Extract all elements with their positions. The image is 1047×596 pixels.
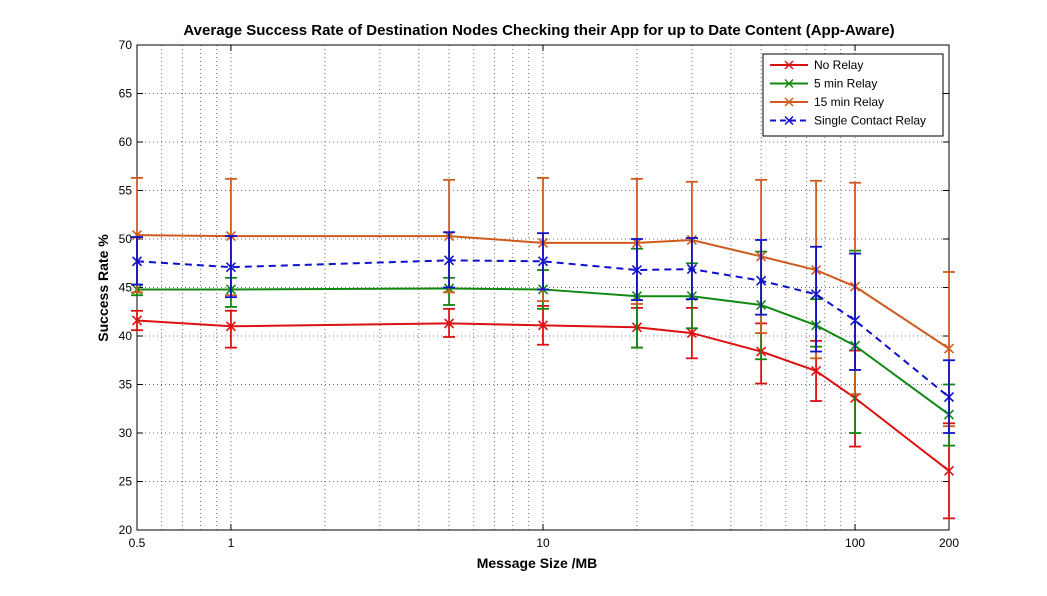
y-tick-label: 65 — [119, 87, 133, 101]
series-no-relay — [131, 305, 955, 520]
legend-label: Single Contact Relay — [814, 114, 926, 128]
point-marker-stroke — [443, 318, 455, 329]
legend: No Relay 5 min Relay 15 min Relay Single Co… — [762, 53, 944, 137]
point-marker-stroke — [131, 315, 143, 326]
y-tick-label: 45 — [119, 281, 133, 295]
y-tick-label: 70 — [119, 38, 133, 52]
y-tick-label: 20 — [119, 523, 133, 537]
data-point — [537, 256, 549, 267]
data-point — [131, 256, 143, 267]
series-line — [136, 259, 950, 398]
point-marker-stroke — [811, 289, 822, 300]
legend-label: No Relay — [814, 58, 863, 72]
point-marker-stroke — [849, 315, 861, 326]
series-line — [136, 319, 950, 472]
point-marker-stroke — [943, 465, 955, 476]
x-tick-label: 10 — [536, 536, 550, 550]
series-line — [137, 287, 950, 416]
x-tick-label: 200 — [939, 536, 959, 550]
x-tick-label: 100 — [845, 536, 865, 550]
data-point — [811, 365, 822, 376]
legend-label: 5 min Relay — [814, 77, 877, 91]
x-axis-label: Message Size /MB — [477, 555, 598, 571]
series-layer — [131, 176, 955, 520]
legend-label: 15 min Relay — [814, 95, 884, 109]
point-marker-stroke — [225, 262, 237, 273]
data-point — [131, 315, 143, 326]
legend-swatch-marker — [784, 115, 794, 126]
axis-ticks: 0.5 1 10 100 200 20 25 30 35 40 45 50 55 60 65 70 — [119, 38, 960, 550]
point-marker-stroke — [537, 256, 549, 267]
point-marker-stroke — [943, 392, 955, 403]
data-point — [225, 321, 237, 332]
point-marker-stroke — [131, 256, 143, 267]
point-marker-stroke — [443, 255, 455, 266]
data-point — [943, 465, 955, 476]
data-point — [443, 318, 455, 329]
data-point — [811, 289, 822, 300]
y-tick-label: 40 — [119, 329, 133, 343]
point-marker-stroke — [131, 230, 143, 241]
legend-box — [762, 53, 944, 137]
chart-title: Average Success Rate of Destination Node… — [183, 22, 894, 39]
data-point — [756, 275, 767, 286]
series-single-contact-relay — [131, 231, 955, 434]
data-point — [849, 315, 861, 326]
data-point — [225, 262, 237, 273]
data-point — [131, 230, 143, 241]
data-point — [943, 392, 955, 403]
data-point — [537, 320, 549, 331]
point-marker-stroke — [537, 320, 549, 331]
y-axis-label: Success Rate % — [95, 234, 111, 342]
legend-swatch-marker — [784, 97, 794, 107]
point-marker-stroke — [686, 328, 697, 339]
point-marker-stroke — [756, 275, 767, 286]
data-point — [686, 264, 697, 275]
legend-swatch-marker — [784, 60, 794, 70]
y-tick-label: 60 — [119, 135, 133, 149]
point-marker-stroke — [686, 264, 697, 275]
data-point — [943, 343, 955, 354]
point-marker-stroke — [225, 321, 237, 332]
x-tick-label: 1 — [228, 536, 235, 550]
data-point — [443, 255, 455, 266]
y-tick-label: 25 — [119, 475, 133, 489]
data-point — [631, 264, 643, 276]
data-point — [686, 328, 697, 339]
y-tick-label: 30 — [119, 426, 133, 440]
point-marker-stroke — [631, 264, 643, 276]
y-tick-label: 35 — [119, 378, 133, 392]
y-tick-label: 50 — [119, 232, 133, 246]
point-marker-stroke — [943, 343, 955, 354]
y-tick-label: 55 — [119, 184, 133, 198]
point-marker-stroke — [811, 365, 822, 376]
series-line — [136, 234, 950, 350]
legend-swatch-marker — [784, 78, 794, 89]
x-tick-label: 0.5 — [129, 536, 146, 550]
